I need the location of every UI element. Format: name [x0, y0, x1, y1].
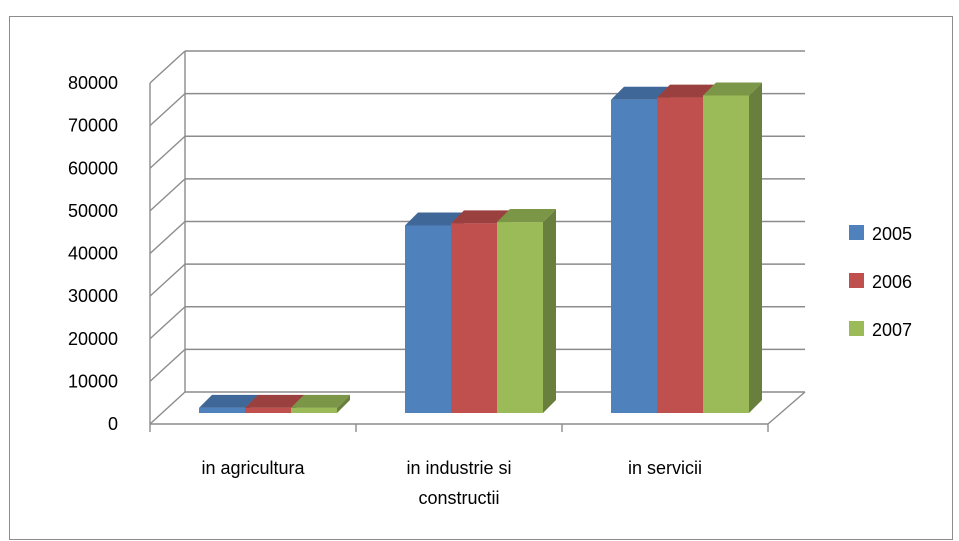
- legend-swatch: [849, 273, 864, 288]
- gridline-side: [149, 263, 186, 297]
- bar-top: [291, 394, 350, 408]
- bar-top: [611, 86, 670, 100]
- y-axis-ticks: 0 10000 20000 30000 40000 50000 60000 70000 8000…: [68, 73, 118, 434]
- bars: [199, 82, 762, 414]
- y-tick-label: 50000: [68, 201, 118, 221]
- bar-top: [199, 394, 258, 408]
- legend-label: 2007: [872, 320, 912, 340]
- y-tick-label: 60000: [68, 158, 118, 178]
- x-category-label: in industrie si: [406, 458, 511, 478]
- gridline-side: [149, 391, 186, 425]
- bar-front: [497, 222, 543, 413]
- legend-entry: 2007: [849, 320, 912, 340]
- bar-front: [611, 99, 657, 414]
- y-tick-label: 40000: [68, 244, 118, 264]
- gridline-side: [149, 135, 186, 169]
- bar-front: [703, 95, 749, 413]
- x-axis-categories: in agricultura in industrie si constructii…: [201, 458, 702, 508]
- bar: [291, 394, 350, 413]
- x-category-label: in agricultura: [201, 458, 305, 478]
- bar-front: [451, 223, 497, 413]
- x-category-label: constructii: [418, 488, 499, 508]
- y-tick-label: 30000: [68, 286, 118, 306]
- y-tick-label: 70000: [68, 116, 118, 136]
- gridline-side: [149, 93, 186, 127]
- legend: 2005 2006 2007: [849, 224, 912, 340]
- bar-side: [543, 209, 556, 413]
- bar-side: [337, 394, 350, 413]
- gridline-side: [149, 220, 186, 255]
- bar-side: [749, 82, 762, 413]
- bar: [703, 82, 762, 413]
- bar-front: [657, 97, 703, 413]
- y-tick-label: 10000: [68, 371, 118, 391]
- bar-front: [199, 407, 245, 413]
- bar-top: [245, 394, 304, 408]
- bar-front: [405, 225, 451, 413]
- gridline-side: [149, 348, 186, 382]
- gridline-side: [149, 50, 186, 84]
- bar-top: [451, 210, 510, 224]
- bar-top: [405, 212, 464, 226]
- bar-front: [291, 407, 337, 413]
- legend-swatch: [849, 321, 864, 336]
- y-tick-label: 20000: [68, 329, 118, 349]
- y-tick-label: 0: [108, 414, 118, 434]
- bar-top: [497, 209, 556, 223]
- floor-right-edge: [767, 391, 806, 425]
- bar-top: [703, 82, 762, 96]
- bar-front: [245, 407, 291, 413]
- legend-swatch: [849, 225, 864, 240]
- bar-top: [657, 84, 716, 98]
- legend-label: 2006: [872, 272, 912, 292]
- bar: [497, 209, 556, 413]
- legend-entry: 2005: [849, 224, 912, 244]
- gridline-side: [149, 178, 186, 212]
- y-tick-label: 80000: [68, 73, 118, 93]
- legend-entry: 2006: [849, 272, 912, 292]
- x-category-label: in servicii: [628, 458, 702, 478]
- gridline-side: [149, 306, 186, 340]
- legend-label: 2005: [872, 224, 912, 244]
